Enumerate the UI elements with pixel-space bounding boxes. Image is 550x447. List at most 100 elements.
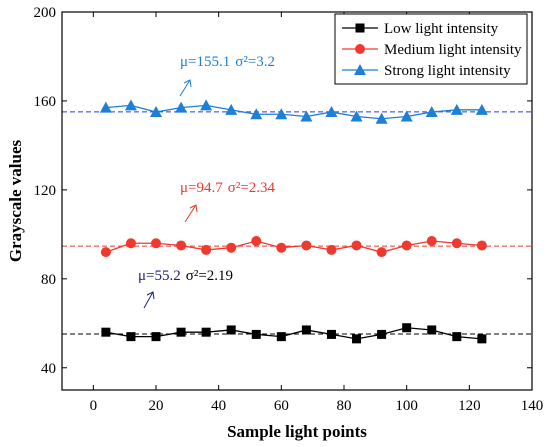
annotation-mu: μ=55.2 <box>138 268 181 284</box>
data-point <box>427 325 437 335</box>
data-point <box>426 236 437 247</box>
legend-label: Medium light intensity <box>384 42 522 58</box>
data-point <box>326 244 337 255</box>
annotation-label: μ=155.1 σ²=3.2 <box>180 54 275 70</box>
annotation-label: μ=55.2 σ²=2.19 <box>138 268 233 284</box>
data-point <box>475 103 488 115</box>
data-point <box>250 108 263 120</box>
annotation-mu: μ=94.7 <box>180 180 223 196</box>
x-axis-title: Sample light points <box>227 422 367 441</box>
x-tick-label: 0 <box>90 398 98 414</box>
legend-marker <box>355 44 365 54</box>
data-point <box>200 99 213 111</box>
plot-frame <box>61 11 533 391</box>
data-point <box>401 240 412 251</box>
annotation-2: μ=155.1 σ²=3.2 <box>179 54 275 97</box>
legend: Low light intensity Medium light intensit… <box>334 13 528 85</box>
data-point <box>251 329 261 339</box>
axes: 0 20 40 60 80 100 120 140 40 80 120 160 200 <box>34 5 544 414</box>
data-point <box>201 244 212 255</box>
data-point <box>375 112 388 124</box>
data-point <box>201 327 211 337</box>
data-point <box>225 103 238 115</box>
data-point <box>175 101 188 113</box>
y-tick-label: 200 <box>34 5 57 21</box>
data-point <box>100 247 111 258</box>
x-tick-label: 140 <box>521 398 544 414</box>
data-point <box>376 247 387 258</box>
x-tick-label: 120 <box>458 398 481 414</box>
annotation-sigma: σ²=2.19 <box>186 268 233 284</box>
y-tick-label: 160 <box>34 94 57 110</box>
annotation-arrowhead <box>183 79 192 88</box>
x-tick-label: 20 <box>149 398 164 414</box>
data-point <box>276 242 287 253</box>
annotation-arrow <box>184 204 197 223</box>
data-point <box>351 240 362 251</box>
annotation-label: μ=94.7 σ²=2.34 <box>180 180 276 196</box>
data-point <box>451 238 462 249</box>
legend-marker <box>355 23 365 33</box>
series-line-1 <box>105 240 482 253</box>
data-point <box>402 323 412 333</box>
series-2 <box>99 99 488 124</box>
legend-item-1: Medium light intensity <box>342 42 522 58</box>
annotation-mu: μ=155.1 <box>180 54 230 70</box>
annotation-sigma: σ²=2.34 <box>228 180 276 196</box>
x-tick-label: 80 <box>337 398 352 414</box>
data-point <box>301 325 311 335</box>
y-axis-title: Grayscale values <box>6 139 25 262</box>
data-point <box>450 103 463 115</box>
data-point <box>150 106 162 118</box>
data-point <box>251 236 262 247</box>
data-point <box>352 334 362 344</box>
data-point <box>151 332 161 342</box>
x-tick-label: 100 <box>395 398 418 414</box>
legend-label: Low light intensity <box>384 21 499 37</box>
data-point <box>226 325 236 335</box>
data-point <box>176 327 186 337</box>
data-point <box>350 110 363 122</box>
data-point <box>477 334 487 344</box>
annotation-arrowhead <box>146 291 155 300</box>
series-1 <box>100 236 487 258</box>
legend-item-0: Low light intensity <box>342 21 499 37</box>
data-point <box>176 240 187 251</box>
y-tick-label: 120 <box>34 183 57 199</box>
data-point <box>101 327 111 337</box>
data-point <box>99 101 112 113</box>
data-point <box>124 99 137 111</box>
data-point <box>275 108 288 120</box>
data-point <box>326 329 336 339</box>
legend-label: Strong light intensity <box>384 63 511 79</box>
annotation-1: μ=94.7 σ²=2.34 <box>180 180 276 223</box>
y-tick-label: 40 <box>41 361 56 377</box>
mean-lines <box>62 111 532 335</box>
annotation-0: μ=55.2 σ²=2.19 <box>138 268 233 309</box>
data-point <box>325 106 338 118</box>
data-point <box>126 332 136 342</box>
data-point <box>452 332 462 342</box>
x-tick-label: 60 <box>274 398 289 414</box>
data-point <box>476 240 487 251</box>
annotation-arrowhead <box>189 204 198 213</box>
data-point <box>300 110 313 122</box>
data-point <box>125 238 136 249</box>
annotation-arrow <box>179 79 191 97</box>
annotation-arrow <box>143 291 154 309</box>
series-0 <box>101 323 487 344</box>
data-point <box>377 329 387 339</box>
data-point <box>151 238 161 249</box>
series-line-2 <box>105 104 482 120</box>
legend-marker <box>354 64 366 75</box>
legend-item-2: Strong light intensity <box>342 63 511 79</box>
y-tick-label: 80 <box>41 272 56 288</box>
data-point <box>400 110 413 122</box>
data-point <box>276 332 286 342</box>
annotation-sigma: σ²=3.2 <box>235 54 275 70</box>
series-layer <box>99 99 488 344</box>
series-line-0 <box>105 327 482 340</box>
x-tick-label: 40 <box>211 398 226 414</box>
